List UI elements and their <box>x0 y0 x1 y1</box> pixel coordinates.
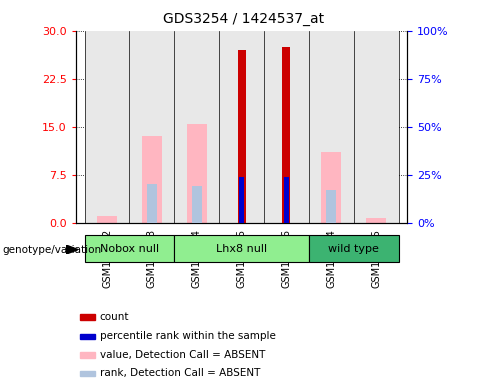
FancyBboxPatch shape <box>174 235 309 263</box>
Bar <box>174 31 219 223</box>
Bar <box>80 314 95 320</box>
Bar <box>142 136 162 223</box>
Text: value, Detection Call = ABSENT: value, Detection Call = ABSENT <box>100 350 265 360</box>
Bar <box>239 177 244 223</box>
Bar <box>321 152 341 223</box>
Text: Lhx8 null: Lhx8 null <box>216 243 267 254</box>
Bar <box>366 218 386 223</box>
Text: genotype/variation: genotype/variation <box>2 245 102 255</box>
Bar <box>309 31 354 223</box>
Bar <box>192 186 202 223</box>
Bar <box>326 190 336 223</box>
Bar <box>80 352 95 358</box>
Bar <box>284 177 289 223</box>
Bar <box>84 31 129 223</box>
Bar <box>97 216 117 223</box>
Bar <box>219 31 264 223</box>
Bar <box>129 31 174 223</box>
Text: count: count <box>100 312 129 322</box>
Bar <box>80 371 95 376</box>
Polygon shape <box>66 245 78 254</box>
Bar <box>354 31 399 223</box>
FancyBboxPatch shape <box>309 235 399 263</box>
Text: Nobox null: Nobox null <box>100 243 159 254</box>
Text: percentile rank within the sample: percentile rank within the sample <box>100 331 275 341</box>
FancyBboxPatch shape <box>84 235 174 263</box>
Bar <box>283 47 290 223</box>
Text: wild type: wild type <box>328 243 379 254</box>
Bar <box>147 184 157 223</box>
Bar <box>264 31 309 223</box>
Bar <box>80 334 95 339</box>
Bar <box>186 124 207 223</box>
Text: GDS3254 / 1424537_at: GDS3254 / 1424537_at <box>163 12 325 25</box>
Bar <box>238 50 245 223</box>
Text: rank, Detection Call = ABSENT: rank, Detection Call = ABSENT <box>100 368 260 378</box>
